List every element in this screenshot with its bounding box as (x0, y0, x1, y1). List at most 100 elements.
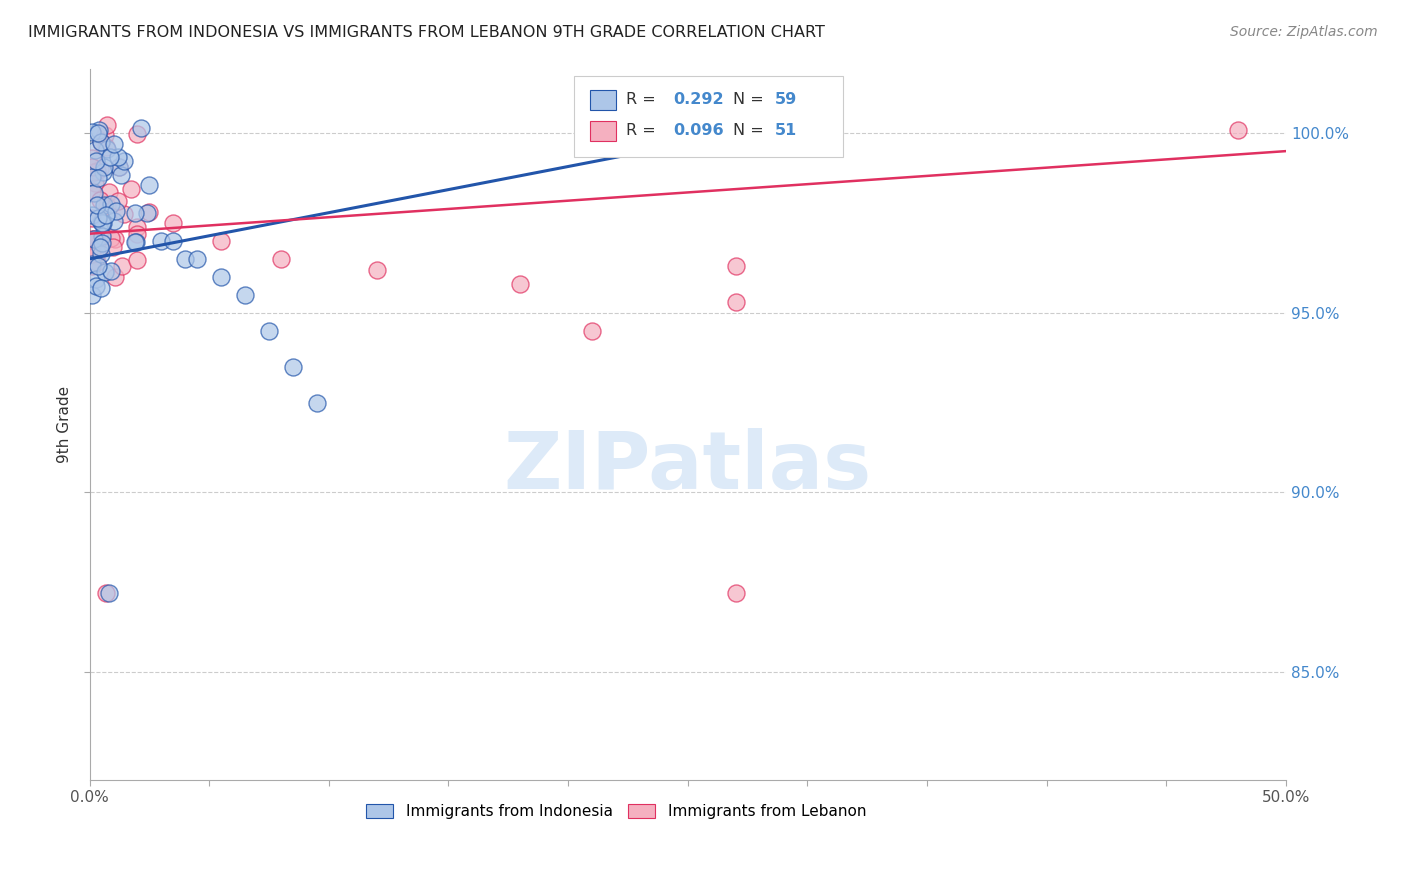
Point (91, 165, 114, 179)
Point (80, 125, 103, 139)
Point (305, 395, 328, 409)
Point (209, 269, 232, 284)
Point (103, 214, 125, 228)
Point (84, 233, 107, 247)
Point (100, 231, 122, 245)
Point (724, 295, 747, 310)
Point (91, 216, 114, 230)
Point (80, 184, 103, 198)
Point (162, 216, 184, 230)
Point (87, 171, 110, 186)
Text: Source: ZipAtlas.com: Source: ZipAtlas.com (1230, 25, 1378, 39)
Text: N =: N = (733, 123, 769, 138)
Point (124, 235, 146, 249)
Point (186, 252, 208, 266)
Point (100, 264, 122, 278)
Point (83, 165, 105, 179)
Point (90, 281, 112, 295)
Point (80, 287, 103, 301)
Point (87, 123, 110, 137)
Point (94, 208, 117, 222)
Point (129, 121, 152, 136)
Point (96, 140, 118, 154)
Point (107, 194, 129, 208)
Point (94, 265, 117, 279)
Text: 51: 51 (775, 123, 797, 138)
Point (98, 150, 121, 164)
Point (127, 219, 149, 234)
Point (724, 586, 747, 600)
Point (103, 136, 125, 151)
Point (162, 234, 184, 248)
Point (104, 269, 127, 284)
Point (82, 208, 104, 222)
Point (581, 324, 603, 338)
Point (86, 254, 108, 268)
Point (91, 235, 114, 250)
Point (233, 287, 256, 301)
Point (724, 259, 747, 273)
Point (80, 259, 103, 273)
Point (100, 197, 122, 211)
Point (84, 177, 107, 191)
Point (105, 204, 128, 219)
Point (366, 262, 388, 277)
Point (138, 205, 160, 219)
Point (83, 143, 105, 157)
Point (1227, 122, 1250, 136)
Point (90, 215, 112, 229)
Point (127, 127, 149, 141)
Point (124, 206, 146, 220)
Point (86, 164, 108, 178)
Point (80, 257, 103, 271)
Point (90, 135, 112, 149)
Point (209, 234, 232, 248)
Text: ZIPatlas: ZIPatlas (503, 428, 872, 506)
Point (127, 227, 149, 241)
Point (87, 126, 110, 140)
Text: 0.096: 0.096 (673, 123, 724, 138)
Point (138, 178, 160, 193)
Point (83, 186, 105, 200)
Point (93, 160, 115, 174)
Point (90, 135, 112, 149)
Text: 59: 59 (775, 92, 797, 107)
Point (101, 240, 124, 254)
Point (90, 228, 112, 243)
Text: N =: N = (733, 92, 769, 107)
Point (83, 232, 105, 246)
Point (86, 198, 108, 212)
Point (96, 586, 118, 600)
Text: 0.292: 0.292 (673, 92, 724, 107)
Text: IMMIGRANTS FROM INDONESIA VS IMMIGRANTS FROM LEBANON 9TH GRADE CORRELATION CHART: IMMIGRANTS FROM INDONESIA VS IMMIGRANTS … (28, 25, 825, 40)
Point (257, 324, 280, 338)
FancyBboxPatch shape (574, 76, 844, 157)
Point (80, 247, 103, 261)
Point (120, 182, 142, 196)
Point (96, 142, 118, 156)
Point (96, 118, 118, 132)
Point (270, 252, 292, 266)
Point (124, 235, 146, 249)
Point (84, 272, 107, 286)
Point (111, 260, 134, 274)
Point (80, 160, 103, 174)
Point (112, 207, 135, 221)
Point (83, 232, 105, 246)
Point (96, 199, 118, 213)
Point (281, 359, 304, 374)
Point (80, 169, 103, 184)
Point (509, 277, 531, 291)
Point (97, 586, 120, 600)
Point (90, 247, 112, 261)
Point (83, 248, 105, 262)
Point (110, 168, 132, 182)
Point (107, 160, 129, 174)
Legend: Immigrants from Indonesia, Immigrants from Lebanon: Immigrants from Indonesia, Immigrants fr… (360, 798, 872, 825)
Point (136, 206, 159, 220)
Point (150, 234, 173, 248)
Point (84, 278, 107, 293)
Point (94, 128, 117, 142)
Text: R =: R = (626, 123, 661, 138)
Point (93, 197, 115, 211)
